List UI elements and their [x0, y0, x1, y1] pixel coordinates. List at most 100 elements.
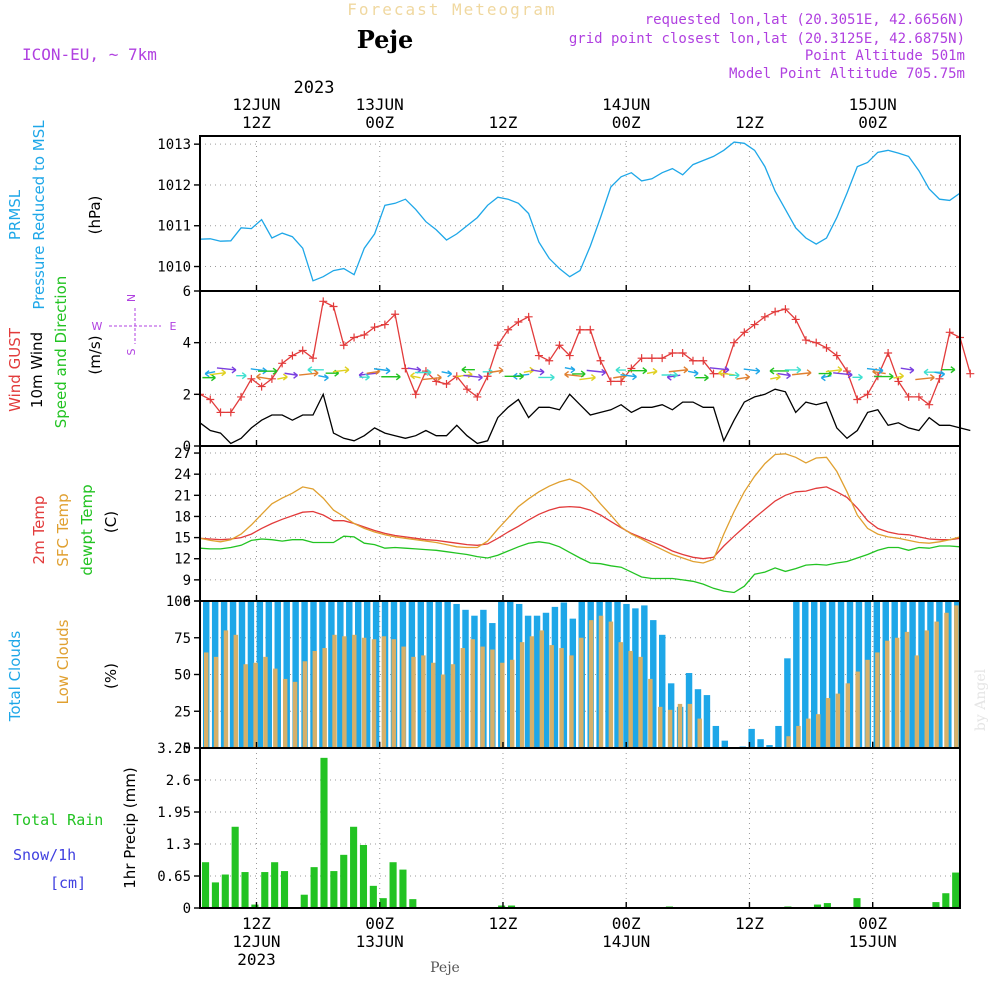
series-gust — [199, 300, 971, 414]
top-tick-label: 00Z — [858, 113, 887, 132]
gust-marker — [894, 377, 903, 386]
meteogram-panels: 1010 1011 1012 1013 PRMSL Pressure Reduced to… — [6, 120, 975, 917]
gust-marker — [709, 369, 718, 378]
ytick-label: 2 — [183, 387, 191, 403]
cloud-total-bar — [828, 601, 836, 748]
cloud-total-bar — [444, 601, 451, 748]
rain-bar — [221, 874, 229, 908]
gust-marker — [904, 392, 913, 401]
cloud-low-bar — [302, 661, 308, 748]
wind-arrow — [489, 366, 504, 374]
wind-arrow — [441, 370, 453, 378]
point-altitude: Point Altitude 501m — [805, 48, 965, 64]
panel-label: Speed and Direction — [52, 276, 70, 429]
cloud-low-bar — [332, 634, 337, 748]
rain-bar — [379, 898, 387, 908]
rain-bar — [300, 894, 308, 908]
model-label: ICON-EU, ~ 7km — [22, 45, 157, 64]
gust-marker — [534, 351, 543, 360]
cloud-total-bar — [453, 603, 460, 748]
cloud-low-bar — [608, 621, 614, 748]
cloud-total-bar — [909, 601, 916, 748]
panel-pressure: 1010 1011 1012 1013 PRMSL Pressure Reduced to… — [6, 120, 961, 310]
cloud-low-bar — [924, 630, 929, 748]
gust-marker — [617, 377, 626, 386]
cloud-low-bar — [371, 639, 377, 748]
cloud-low-bar — [381, 636, 387, 748]
wind-arrow — [256, 373, 270, 381]
wind-arrow — [627, 367, 648, 375]
gust-marker — [226, 408, 235, 417]
gust-marker — [524, 312, 533, 321]
wind-arrow — [743, 367, 761, 375]
cloud-total-bar — [265, 601, 273, 748]
wind-arrow — [729, 371, 740, 379]
cloud-low-bar — [865, 659, 870, 748]
gust-marker — [740, 328, 749, 337]
top-tick-label: 12JUN — [232, 95, 280, 114]
cloud-total-bar — [766, 745, 773, 748]
cloud-low-bar — [233, 634, 239, 748]
gust-marker — [483, 372, 492, 381]
cloud-total-bar — [748, 728, 755, 748]
compass-s: S — [125, 348, 138, 355]
gust-marker — [750, 320, 759, 329]
gust-marker — [298, 346, 307, 355]
ytick-label: 0 — [183, 901, 191, 917]
panel-label: 10m Wind — [28, 332, 46, 408]
gust-marker — [596, 356, 605, 365]
series-2m — [199, 486, 961, 560]
ytick-label: 75 — [174, 631, 191, 647]
wind-arrow — [833, 371, 853, 379]
gust-marker — [350, 333, 359, 342]
bottom-tick-label: 15JUN — [849, 932, 897, 951]
ytick-label: 9 — [183, 573, 191, 589]
wind-arrow — [825, 366, 843, 374]
gust-marker — [791, 315, 800, 324]
wind-arrow — [277, 373, 288, 381]
panel-label: Total Clouds — [6, 631, 24, 723]
gust-marker — [658, 354, 667, 363]
gust-marker — [812, 338, 821, 347]
cloud-total-bar — [274, 601, 281, 748]
ytick-label: 18 — [174, 509, 191, 525]
panel-label: 2m Temp — [30, 496, 48, 565]
top-tick-label: 12Z — [242, 113, 271, 132]
cloud-low-bar — [855, 671, 860, 748]
gust-marker — [576, 325, 584, 334]
cloud-low-bar — [411, 656, 416, 748]
cloud-low-bar — [786, 736, 791, 748]
compass-e: E — [170, 320, 177, 333]
gust-marker — [853, 395, 862, 404]
cloud-total-bar — [775, 725, 782, 748]
gust-marker — [514, 318, 523, 326]
rain-bar — [498, 905, 506, 908]
cloud-low-bar — [559, 648, 564, 748]
cloud-low-bar — [273, 668, 278, 748]
rain-bar — [359, 844, 368, 908]
gust-marker — [935, 374, 944, 383]
wind-arrow — [661, 371, 678, 379]
wind-arrow — [538, 373, 555, 382]
cloud-low-bar — [292, 681, 298, 748]
wind-arrow — [934, 370, 946, 378]
gust-marker — [565, 351, 574, 360]
wind-arrow — [359, 373, 370, 381]
cloud-low-bar — [539, 630, 545, 748]
bottom-tick-label: 00Z — [612, 914, 641, 933]
ytick-label: 1.3 — [166, 837, 191, 853]
rain-bar — [241, 872, 249, 908]
cloud-low-bar — [282, 678, 288, 748]
wind-arrow — [820, 374, 832, 382]
gust-marker — [781, 305, 790, 314]
wind-arrow — [463, 373, 483, 381]
cloud-total-bar — [355, 601, 362, 748]
wind-arrow — [784, 366, 802, 374]
cloud-low-bar — [213, 656, 219, 748]
panel-label: SFC Temp — [54, 493, 72, 566]
top-tick-label: 12Z — [735, 113, 764, 132]
cloud-total-bar — [891, 601, 898, 748]
bottom-tick-label: 13JUN — [356, 932, 404, 951]
rain-bar — [231, 826, 239, 908]
wind-arrow — [307, 366, 324, 374]
